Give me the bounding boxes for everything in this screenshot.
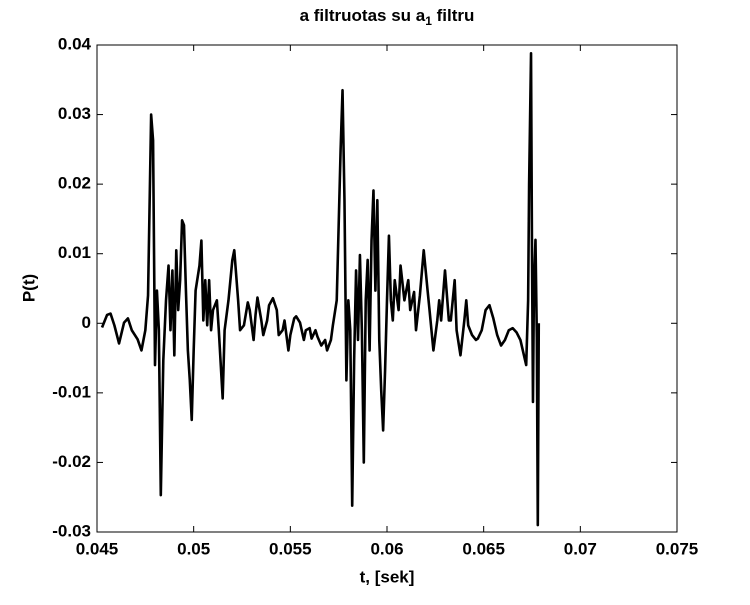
x-tick-label: 0.05	[177, 539, 210, 558]
title-rest: filtru	[432, 6, 475, 25]
x-tick-label: 0.06	[370, 539, 403, 558]
x-tick-label: 0.075	[656, 539, 699, 558]
title-main: a filtruotas su a	[300, 6, 426, 25]
x-tick-label: 0.045	[76, 539, 119, 558]
y-tick-label: 0	[82, 313, 91, 332]
y-axis-label: P(t)	[19, 274, 38, 302]
title-subscript: 1	[425, 14, 432, 28]
x-axis-label: t, [sek]	[360, 567, 415, 586]
y-tick-label: 0.02	[58, 174, 91, 193]
y-tick-label: -0.02	[52, 452, 91, 471]
x-tick-label: 0.065	[462, 539, 505, 558]
chart-title: a filtruotas su a1 filtru	[300, 6, 475, 28]
y-tick-label: 0.01	[58, 243, 91, 262]
data-line	[100, 52, 541, 527]
y-tick-label: 0.03	[58, 104, 91, 123]
x-tick-label: 0.07	[564, 539, 597, 558]
y-tick-label: 0.04	[58, 34, 92, 53]
y-tick-label: -0.03	[52, 521, 91, 540]
y-tick-label: -0.01	[52, 382, 91, 401]
x-tick-label: 0.055	[269, 539, 312, 558]
